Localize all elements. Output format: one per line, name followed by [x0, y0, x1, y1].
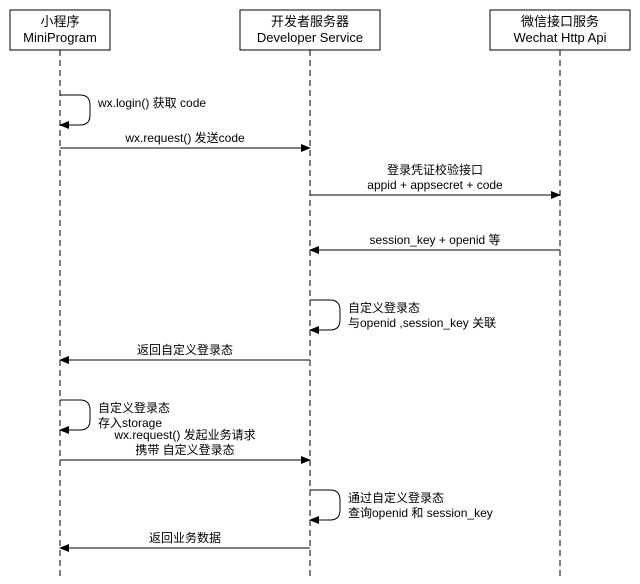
svg-text:MiniProgram: MiniProgram: [23, 30, 97, 45]
msg-auth-check-label: 登录凭证校验接口: [387, 162, 483, 177]
msg-return-data-label: 返回业务数据: [149, 530, 221, 545]
msg-biz-request-label: 携带 自定义登录态: [135, 442, 234, 457]
msg-session-openid-label: session_key + openid 等: [369, 233, 500, 247]
msg-custom-session: [310, 300, 340, 330]
msg-wx-login-label: wx.login() 获取 code: [97, 96, 206, 110]
msg-custom-session-label: 自定义登录态: [348, 300, 420, 315]
msg-wx-login: [60, 95, 90, 125]
svg-text:Wechat Http Api: Wechat Http Api: [514, 30, 607, 45]
msg-auth-check-label: appid + appsecret + code: [367, 178, 503, 192]
svg-text:Developer Service: Developer Service: [257, 30, 363, 45]
svg-text:小程序: 小程序: [40, 14, 79, 29]
msg-store-session: [60, 400, 90, 430]
svg-text:微信接口服务: 微信接口服务: [521, 14, 599, 29]
sequence-diagram: 小程序 MiniProgram 开发者服务器 Developer Service…: [0, 0, 640, 584]
msg-lookup-session: [310, 490, 340, 520]
svg-text:开发者服务器: 开发者服务器: [271, 14, 349, 29]
msg-store-session-label: 自定义登录态: [98, 400, 170, 415]
msg-lookup-session-label: 通过自定义登录态: [348, 490, 444, 505]
msg-return-session-label: 返回自定义登录态: [137, 342, 233, 357]
actor-wechat-api: 微信接口服务 Wechat Http Api: [490, 10, 630, 580]
msg-custom-session-label: 与openid ,session_key 关联: [348, 316, 496, 330]
msg-biz-request-label: wx.request() 发起业务请求: [113, 427, 255, 442]
msg-lookup-session-label: 查询openid 和 session_key: [348, 506, 493, 520]
msg-wx-request-code-label: wx.request() 发送code: [124, 130, 245, 145]
